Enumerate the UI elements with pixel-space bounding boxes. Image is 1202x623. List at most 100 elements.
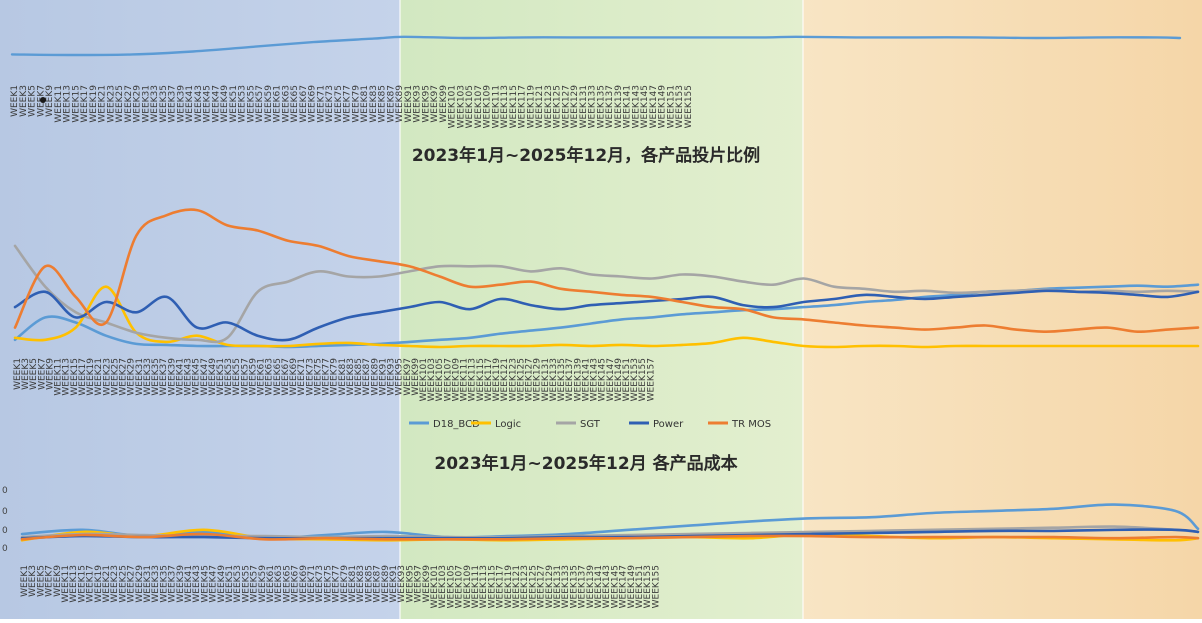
x-tick-label: WEEK7 (45, 565, 55, 597)
x-tick-label: WEEK77 (322, 358, 332, 396)
x-tick-label: WEEK63 (274, 565, 284, 603)
x-tick-label: WEEK3 (21, 358, 31, 390)
x-tick-label: WEEK23 (102, 358, 112, 396)
x-tick-label: WEEK137 (578, 565, 588, 608)
x-tick-label: WEEK81 (360, 85, 370, 123)
x-tick-label: WEEK51 (216, 358, 226, 396)
x-tick-label: WEEK81 (338, 358, 348, 396)
x-tick-label: WEEK113 (468, 358, 478, 401)
x-tick-label: WEEK61 (266, 565, 276, 603)
x-tick-label: WEEK53 (238, 85, 248, 123)
x-tick-label: WEEK47 (211, 85, 221, 123)
x-tick-label: WEEK61 (257, 358, 267, 396)
x-tick-label: WEEK57 (255, 85, 265, 123)
x-tick-label: WEEK89 (370, 358, 380, 396)
x-tick-label: WEEK109 (463, 565, 473, 609)
x-tick-label: WEEK31 (143, 565, 153, 603)
x-tick-label: WEEK143 (590, 358, 600, 401)
x-tick-label: WEEK69 (289, 358, 299, 396)
x-tick-label: WEEK151 (622, 358, 632, 401)
x-tick-label: WEEK135 (596, 85, 606, 128)
x-tick-label: WEEK45 (192, 358, 202, 396)
x-tick-label: WEEK155 (651, 565, 661, 608)
x-tick-label: WEEK47 (209, 565, 219, 603)
x-tick-label: WEEK151 (666, 85, 676, 128)
x-tick-label: WEEK141 (623, 85, 633, 128)
x-tick-label: WEEK87 (362, 358, 372, 396)
x-tick-label: WEEK151 (635, 565, 645, 608)
legend-item: SGT (580, 419, 601, 430)
x-tick-label: WEEK23 (110, 565, 120, 603)
legend-item: D18_BCD (433, 419, 480, 430)
x-tick-label: WEEK119 (504, 565, 514, 609)
x-tick-label: WEEK149 (627, 565, 637, 609)
x-tick-label: WEEK9 (46, 358, 56, 390)
x-tick-label: WEEK41 (185, 85, 195, 123)
x-tick-label: WEEK91 (404, 85, 414, 123)
x-tick-label: WEEK43 (184, 358, 194, 396)
x-tick-label: WEEK49 (220, 85, 230, 123)
x-tick-label: WEEK59 (264, 85, 274, 123)
x-tick-label: WEEK65 (273, 358, 283, 396)
x-tick-label: WEEK19 (94, 565, 104, 603)
x-tick-label: WEEK31 (135, 358, 145, 396)
x-tick-label: WEEK125 (528, 565, 538, 608)
x-tick-label: WEEK99 (422, 565, 432, 603)
x-tick-label: WEEK87 (386, 85, 396, 123)
ratio-chart-title: 2023年1月~2025年12月，各产品投片比例 (412, 145, 760, 166)
x-tick-label: WEEK127 (525, 358, 535, 401)
series-line-orange (20, 532, 1200, 541)
x-tick-label: WEEK83 (356, 565, 366, 603)
x-tick-label: WEEK33 (150, 85, 160, 123)
x-tick-label: WEEK121 (500, 358, 510, 401)
x-tick-label: WEEK103 (427, 358, 437, 401)
x-tick-label: WEEK33 (151, 565, 161, 603)
x-tick-label: WEEK59 (258, 565, 268, 603)
x-tick-label: WEEK27 (127, 565, 137, 603)
x-tick-label: WEEK147 (619, 565, 629, 608)
x-tick-label: WEEK121 (535, 85, 545, 128)
x-tick-label: WEEK57 (250, 565, 260, 603)
x-tick-label: WEEK103 (438, 565, 448, 608)
x-tick-label: WEEK67 (291, 565, 301, 603)
x-tick-label: WEEK141 (581, 358, 591, 401)
x-tick-label: WEEK27 (119, 358, 129, 396)
x-tick-label: WEEK89 (395, 85, 405, 123)
x-tick-label: WEEK103 (456, 85, 466, 128)
x-tick-label: WEEK11 (54, 358, 64, 396)
x-tick-label: WEEK127 (561, 85, 571, 128)
x-tick-label: WEEK99 (439, 85, 449, 123)
x-tick-label: WEEK71 (297, 358, 307, 396)
x-tick-label: WEEK43 (194, 85, 204, 123)
x-tick-label: WEEK35 (159, 565, 169, 603)
product-cost-chart: WEEK1WEEK3WEEK5WEEK7WEEK9WEEK11WEEK13WEE… (2, 486, 1200, 609)
x-tick-label: WEEK73 (305, 358, 315, 396)
x-tick-label: WEEK77 (343, 85, 353, 123)
x-tick-label: WEEK29 (135, 565, 145, 603)
x-tick-label: WEEK135 (557, 358, 567, 401)
x-tick-label: WEEK1 (13, 358, 23, 390)
x-tick-label: WEEK87 (373, 565, 383, 603)
x-tick-label: WEEK153 (630, 358, 640, 401)
x-tick-label: WEEK69 (308, 85, 318, 123)
series-line-logic (13, 285, 1200, 349)
x-tick-label: WEEK95 (405, 565, 415, 603)
x-tick-label: WEEK145 (610, 565, 620, 608)
x-tick-label: WEEK49 (217, 565, 227, 603)
x-tick-label: WEEK65 (282, 565, 292, 603)
x-tick-label: WEEK133 (561, 565, 571, 608)
x-tick-label: WEEK5 (29, 358, 39, 390)
x-tick-label: WEEK45 (203, 85, 213, 123)
ratio-chart-legend: D18_BCD Logic SGT Power TR MOS (409, 419, 771, 430)
x-tick-label: WEEK13 (69, 565, 79, 603)
x-tick-label: WEEK129 (545, 565, 555, 609)
x-tick-label: WEEK139 (614, 85, 624, 129)
x-tick-label: WEEK73 (315, 565, 325, 603)
x-tick-label: WEEK53 (233, 565, 243, 603)
x-tick-label: WEEK125 (516, 358, 526, 401)
x-tick-label: WEEK147 (649, 85, 659, 128)
x-tick-label: WEEK155 (638, 358, 648, 401)
x-tick-label: WEEK19 (89, 85, 99, 123)
